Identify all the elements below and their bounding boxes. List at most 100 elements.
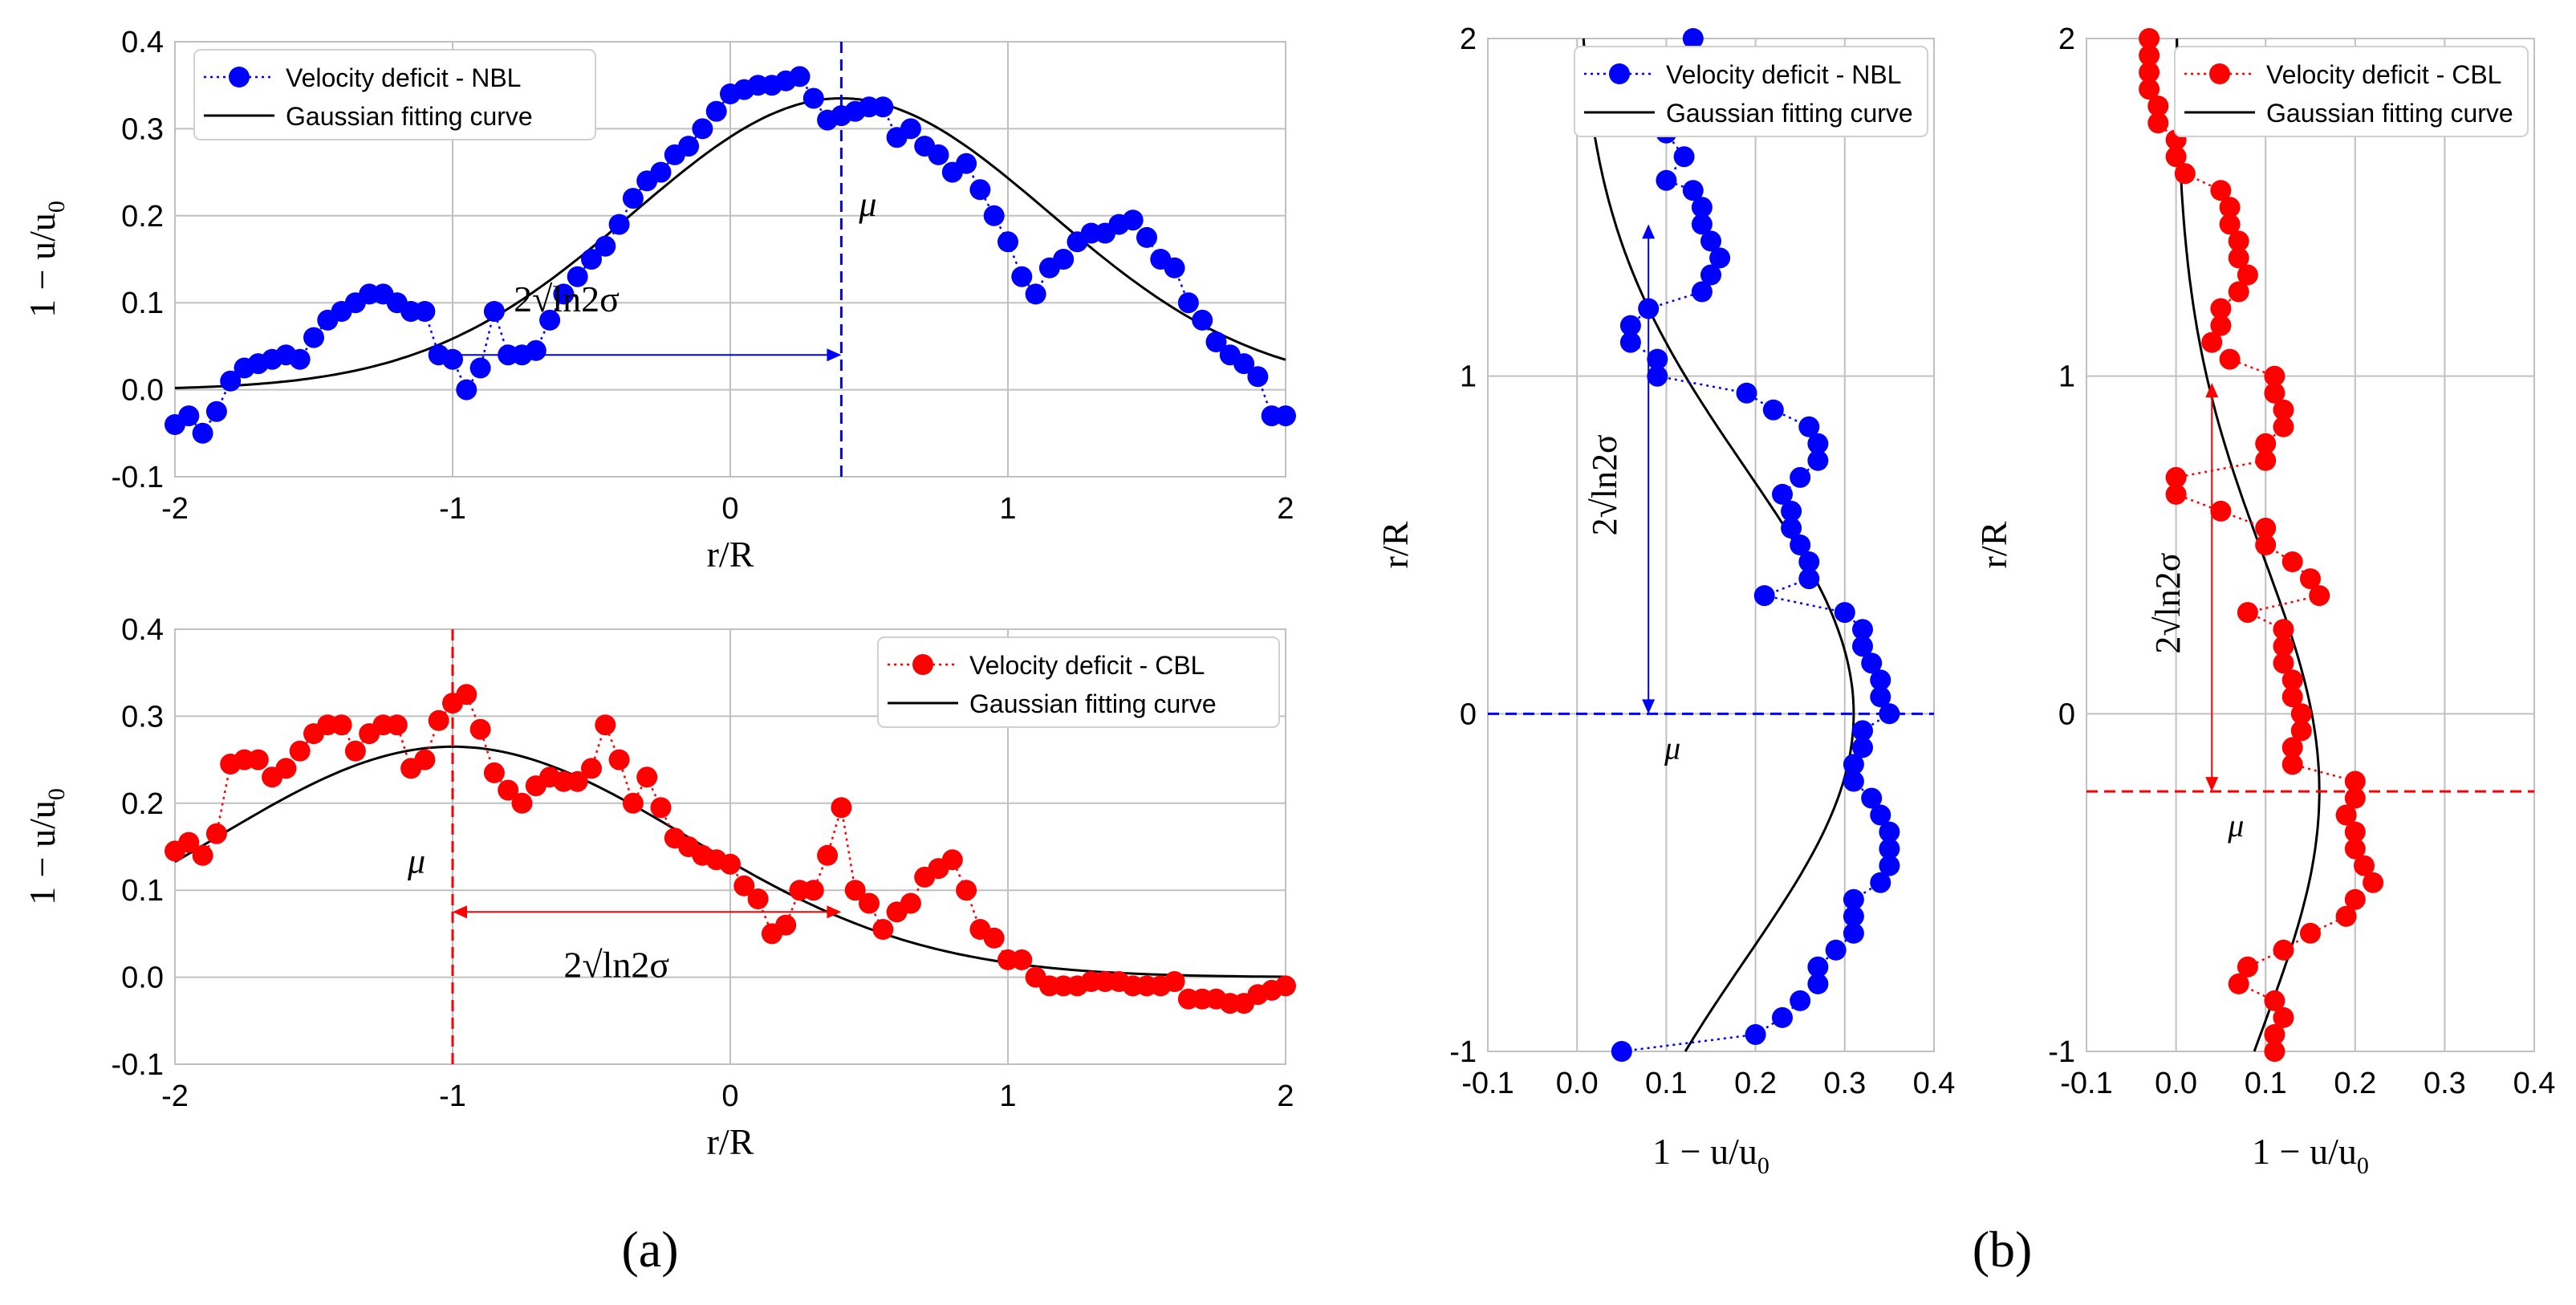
- data-point: [469, 718, 491, 740]
- data-point: [1700, 264, 1721, 286]
- data-point: [900, 118, 921, 140]
- data-point: [1790, 466, 1811, 488]
- data-point: [2201, 331, 2223, 353]
- x-tick-label: 0.1: [1645, 1067, 1688, 1100]
- data-point: [1861, 787, 1883, 809]
- data-point: [1025, 283, 1046, 305]
- data-point: [2264, 1024, 2285, 1045]
- data-point: [205, 400, 227, 422]
- data-point: [928, 144, 949, 165]
- data-point: [1647, 365, 1668, 387]
- data-point: [2255, 518, 2277, 539]
- data-point: [2344, 821, 2366, 843]
- legend-label-fit: Gaussian fitting curve: [2266, 99, 2513, 128]
- y-tick-label: 0.0: [121, 374, 164, 408]
- y-tick-label: 1: [1460, 360, 1477, 394]
- chart-b-left: -0.1 0.0 0.1 0.2 0.3 0.4 -1 0 1 2 μ 2√ln2σ 1 − u/u0 r…: [1375, 22, 1955, 1179]
- data-point: [192, 844, 213, 866]
- legend-marker-deficit: [2209, 63, 2230, 84]
- data-point: [2281, 686, 2303, 708]
- data-point: [2273, 636, 2294, 657]
- data-point: [525, 339, 546, 361]
- data-point: [2139, 28, 2160, 49]
- data-point: [802, 880, 824, 901]
- y-tick-label: -1: [1449, 1035, 1477, 1069]
- data-point: [1247, 366, 1269, 388]
- data-point: [2228, 247, 2249, 269]
- data-point: [622, 792, 644, 814]
- data-point: [2139, 62, 2160, 83]
- data-point: [2300, 568, 2321, 590]
- data-point: [817, 844, 839, 866]
- x-axis-label: r/R: [707, 1121, 754, 1162]
- arrow-head: [827, 348, 842, 362]
- data-point: [2165, 466, 2187, 488]
- data-point: [1870, 686, 1891, 708]
- y-tick-label: 0.1: [121, 287, 164, 320]
- data-point: [2139, 45, 2160, 66]
- data-point: [692, 118, 713, 140]
- mu-label: μ: [858, 185, 876, 224]
- data-point: [275, 758, 297, 779]
- data-point: [2210, 180, 2232, 201]
- data-point: [1709, 247, 1731, 269]
- data-point: [1736, 382, 1757, 404]
- data-point: [1753, 585, 1775, 607]
- legend-marker-deficit: [912, 654, 933, 675]
- data-point: [1807, 433, 1829, 454]
- data-point: [2335, 804, 2357, 826]
- data-point: [802, 87, 824, 109]
- mu-label: μ: [1664, 730, 1680, 766]
- data-point: [789, 66, 811, 87]
- data-point: [2165, 146, 2187, 168]
- data-point: [428, 709, 449, 731]
- y-tick-label: -0.1: [112, 1048, 164, 1082]
- data-point: [2255, 449, 2277, 471]
- data-point: [2273, 619, 2294, 640]
- data-point: [747, 888, 769, 909]
- x-tick-label: 0: [721, 492, 738, 526]
- data-point: [2281, 754, 2303, 775]
- legend: Velocity deficit - NBL Gaussian fitting c…: [1574, 46, 1928, 137]
- data-point: [1843, 922, 1864, 944]
- data-point: [2219, 197, 2241, 218]
- data-point: [1772, 483, 1793, 505]
- data-point: [1843, 754, 1864, 775]
- data-point: [956, 152, 977, 174]
- data-point: [2281, 551, 2303, 572]
- mu-label: μ: [2227, 807, 2244, 844]
- width-label: 2√ln2σ: [563, 945, 669, 986]
- legend-box: [193, 49, 596, 140]
- x-tick-label: 0.3: [2424, 1067, 2466, 1100]
- x-tick-label: -1: [439, 492, 466, 526]
- data-point: [483, 762, 505, 783]
- data-point: [2290, 703, 2312, 725]
- data-point: [1843, 888, 1864, 910]
- data-point: [2228, 973, 2249, 994]
- data-point: [1164, 971, 1185, 992]
- x-tick-label: -2: [161, 1079, 189, 1113]
- data-point: [2354, 855, 2375, 876]
- y-tick-label: -0.1: [112, 461, 164, 494]
- data-point: [831, 797, 852, 819]
- data-point: [1611, 1041, 1632, 1062]
- data-point: [539, 309, 561, 331]
- data-point: [1852, 636, 1873, 657]
- data-point: [205, 823, 227, 844]
- data-point: [2237, 956, 2258, 978]
- data-point: [303, 327, 324, 348]
- gaussian-fit-line: [1582, 38, 1855, 1052]
- data-point: [289, 740, 311, 762]
- data-point: [553, 283, 575, 305]
- y-tick-label: 0.4: [121, 26, 164, 59]
- data-point: [1843, 905, 1864, 927]
- data-point: [650, 161, 672, 183]
- y-tick-label: 0.2: [121, 787, 164, 821]
- legend-label-fit: Gaussian fitting curve: [286, 102, 533, 131]
- data-point: [775, 914, 797, 936]
- data-point: [1275, 405, 1296, 427]
- data-point: [2237, 602, 2258, 624]
- data-point: [414, 301, 436, 322]
- arrow-head-down: [1642, 699, 1656, 714]
- y-tick-label: -1: [2048, 1035, 2075, 1069]
